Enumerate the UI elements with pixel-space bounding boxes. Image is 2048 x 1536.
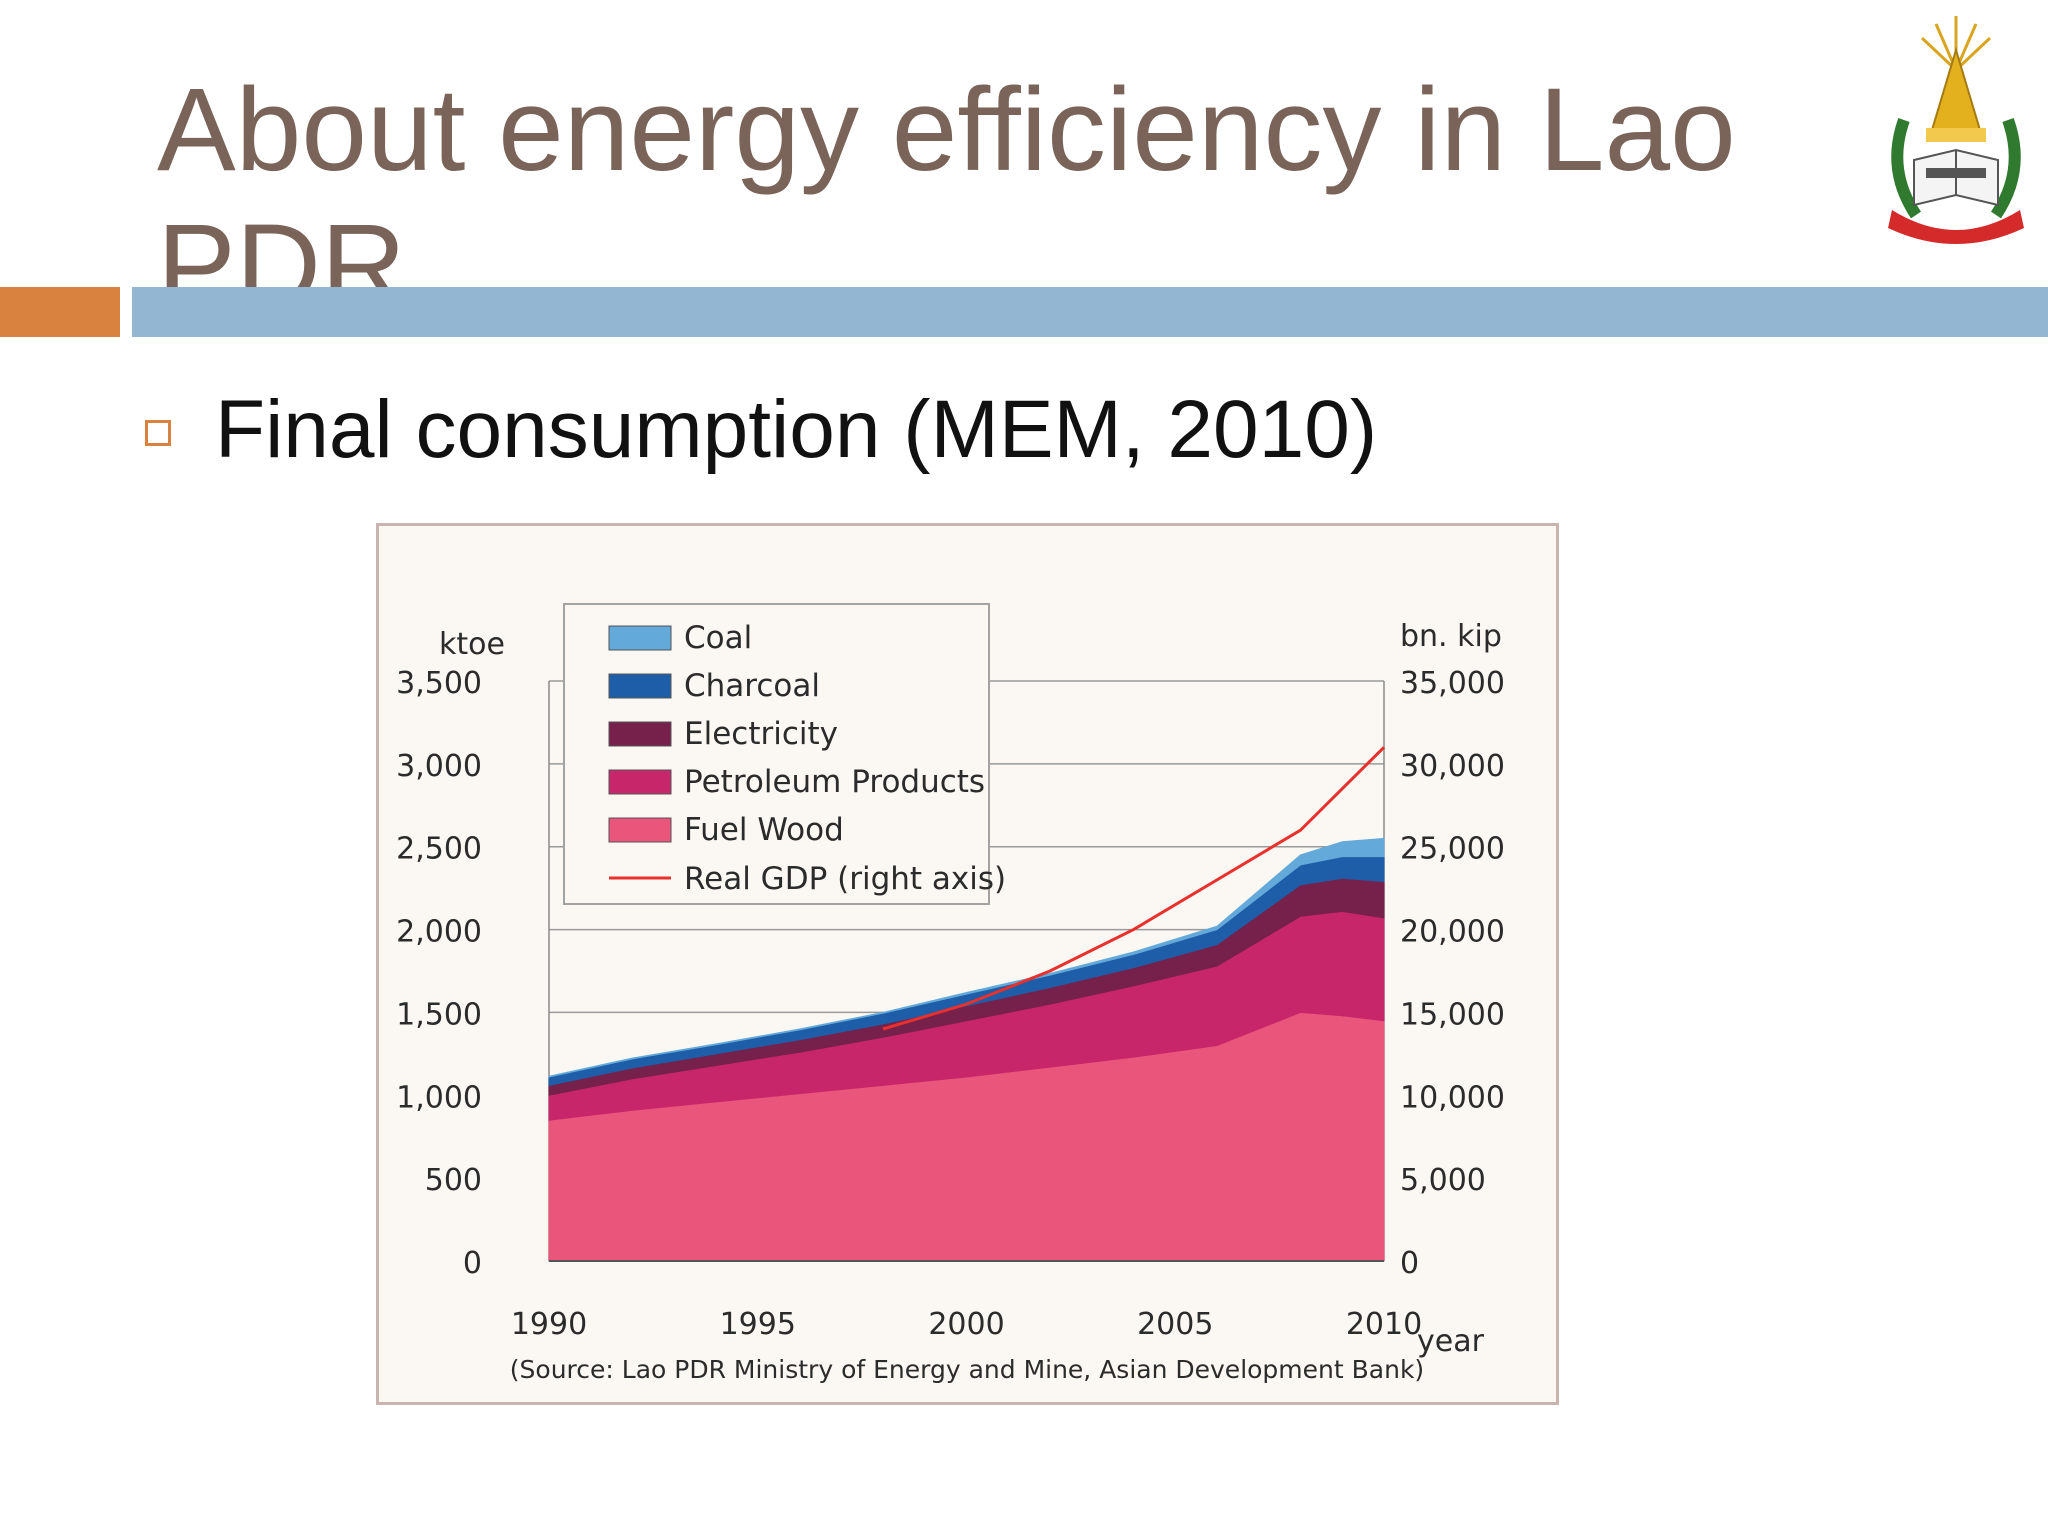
left-tick-label: 2,500 bbox=[396, 832, 482, 867]
slide-title: About energy efficiency in Lao PDR bbox=[157, 64, 1736, 332]
legend-label: Real GDP (right axis) bbox=[684, 861, 1006, 897]
left-tick-label: 1,000 bbox=[396, 1080, 482, 1115]
x-tick-label: 2010 bbox=[1346, 1307, 1422, 1342]
legend-label: Coal bbox=[684, 620, 752, 656]
bullet-text: Final consumption (MEM, 2010) bbox=[215, 384, 1378, 475]
left-tick-label: 500 bbox=[425, 1163, 482, 1198]
right-tick-label: 35,000 bbox=[1400, 666, 1505, 701]
x-tick-label: 1990 bbox=[511, 1307, 587, 1342]
left-tick-label: 1,500 bbox=[396, 997, 482, 1032]
legend-label: Petroleum Products bbox=[684, 764, 985, 800]
legend-label: Fuel Wood bbox=[684, 812, 844, 848]
left-tick-label: 3,000 bbox=[396, 749, 482, 784]
right-tick-label: 20,000 bbox=[1400, 915, 1505, 950]
chart-frame: 0 500 1,000 1,500 2,000 2,500 3,000 3,500 ktoe 0 5… bbox=[376, 523, 1559, 1405]
square-bullet-icon bbox=[145, 420, 171, 446]
right-tick-label: 5,000 bbox=[1400, 1163, 1486, 1198]
left-tick-label: 0 bbox=[463, 1246, 482, 1281]
right-axis-label: bn. kip bbox=[1400, 619, 1502, 654]
gdp-line bbox=[882, 746, 1386, 1031]
x-tick-label: 2000 bbox=[928, 1307, 1004, 1342]
legend-box bbox=[563, 603, 990, 905]
legend-swatch bbox=[608, 721, 672, 747]
source-note: (Source: Lao PDR Ministry of Energy and … bbox=[510, 1355, 1424, 1384]
right-tick-label: 15,000 bbox=[1400, 997, 1505, 1032]
legend-swatch bbox=[608, 817, 672, 843]
university-seal-logo bbox=[1876, 10, 2036, 246]
legend-label: Charcoal bbox=[684, 668, 820, 704]
title-accent-bar-orange bbox=[0, 287, 120, 337]
title-accent-bar-blue bbox=[132, 287, 2048, 337]
legend-swatch bbox=[608, 673, 672, 699]
right-tick-label: 10,000 bbox=[1400, 1080, 1505, 1115]
x-axis-label: year bbox=[1417, 1324, 1485, 1359]
legend-swatch bbox=[608, 769, 672, 795]
left-axis-label: ktoe bbox=[439, 627, 505, 662]
right-tick-label: 30,000 bbox=[1400, 749, 1505, 784]
x-tick-label: 2005 bbox=[1137, 1307, 1213, 1342]
left-tick-label: 2,000 bbox=[396, 915, 482, 950]
final-consumption-chart: 0 500 1,000 1,500 2,000 2,500 3,000 3,500 ktoe 0 5… bbox=[396, 603, 1505, 1384]
x-tick-label: 1995 bbox=[720, 1307, 796, 1342]
legend-swatch bbox=[608, 625, 672, 651]
right-tick-label: 0 bbox=[1400, 1246, 1419, 1281]
area-series-coal bbox=[548, 837, 1385, 1078]
right-tick-label: 25,000 bbox=[1400, 832, 1505, 867]
left-tick-label: 3,500 bbox=[396, 666, 482, 701]
legend-label: Electricity bbox=[684, 716, 838, 752]
